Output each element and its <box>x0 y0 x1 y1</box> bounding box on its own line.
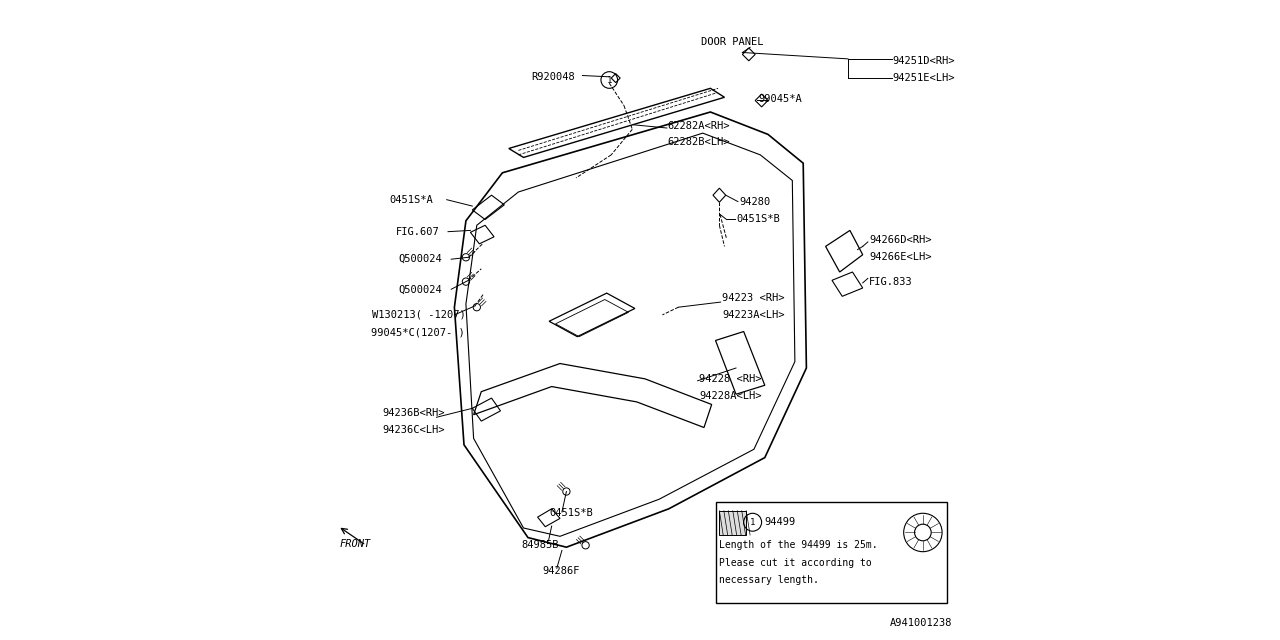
Text: 94251D<RH>: 94251D<RH> <box>893 56 955 66</box>
Text: Please cut it according to: Please cut it according to <box>719 557 872 568</box>
Text: 94251E<LH>: 94251E<LH> <box>893 73 955 83</box>
Text: 62282A<RH>: 62282A<RH> <box>668 121 730 131</box>
Text: 94236C<LH>: 94236C<LH> <box>383 425 445 435</box>
Text: FRONT: FRONT <box>339 539 371 549</box>
Text: Q500024: Q500024 <box>399 284 443 294</box>
Text: 0451S*A: 0451S*A <box>389 195 433 205</box>
Text: 0451S*B: 0451S*B <box>736 214 780 224</box>
Text: 1: 1 <box>750 518 755 527</box>
Text: A941001238: A941001238 <box>890 618 952 628</box>
Text: FIG.833: FIG.833 <box>869 276 913 287</box>
Text: 94223 <RH>: 94223 <RH> <box>722 292 785 303</box>
Text: 1: 1 <box>607 76 612 84</box>
Text: 99045*A: 99045*A <box>759 94 803 104</box>
Text: 0451S*B: 0451S*B <box>549 508 593 518</box>
Text: Q500024: Q500024 <box>399 254 443 264</box>
Text: W130213( -1207): W130213( -1207) <box>372 310 466 320</box>
Text: 99045*C(1207- ): 99045*C(1207- ) <box>371 328 465 338</box>
Text: 62282B<LH>: 62282B<LH> <box>668 137 730 147</box>
Text: FIG.607: FIG.607 <box>396 227 439 237</box>
Text: necessary length.: necessary length. <box>719 575 819 585</box>
Text: 94266D<RH>: 94266D<RH> <box>869 235 932 245</box>
Text: 94223A<LH>: 94223A<LH> <box>722 310 785 320</box>
Text: 94286F: 94286F <box>543 566 580 576</box>
Bar <box>719 511 746 535</box>
Text: R920048: R920048 <box>531 72 575 82</box>
Text: 94228 <RH>: 94228 <RH> <box>699 374 762 384</box>
Text: 84985B: 84985B <box>522 540 559 550</box>
Text: 94266E<LH>: 94266E<LH> <box>869 252 932 262</box>
Text: 94236B<RH>: 94236B<RH> <box>383 408 445 418</box>
Text: 94228A<LH>: 94228A<LH> <box>699 390 762 401</box>
Text: Length of the 94499 is 25m.: Length of the 94499 is 25m. <box>719 540 878 550</box>
Text: 94499: 94499 <box>764 517 795 527</box>
Text: DOOR PANEL: DOOR PANEL <box>701 36 763 47</box>
Text: 94280: 94280 <box>740 196 771 207</box>
